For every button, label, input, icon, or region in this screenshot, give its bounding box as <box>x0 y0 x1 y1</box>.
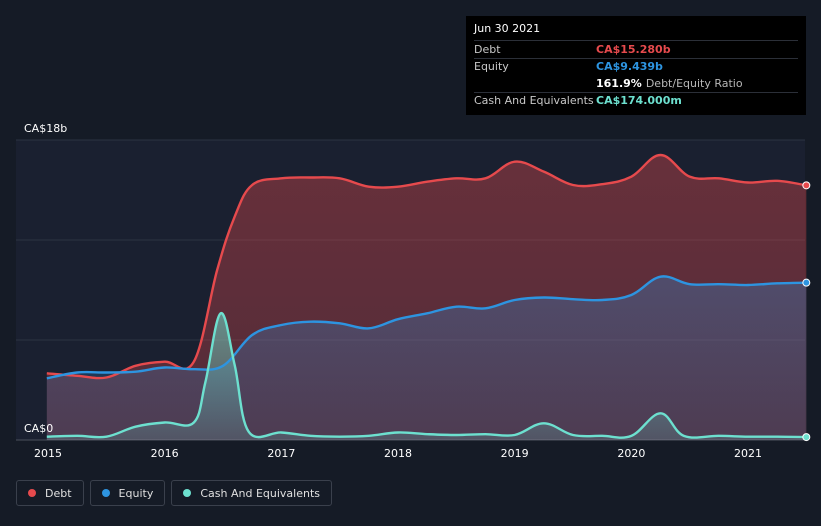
legend-dot-icon <box>28 489 36 497</box>
legend-label: Equity <box>118 486 154 500</box>
y-tick-label-top: CA$18b <box>24 122 67 135</box>
tooltip-row-cash: Cash And Equivalents CA$174.000m <box>474 91 798 110</box>
equity-endpoint <box>802 278 811 287</box>
legend-item-debt[interactable]: Debt <box>16 480 84 506</box>
legend-dot-icon <box>101 489 110 497</box>
cash-and-equivalents-endpoint <box>802 433 811 442</box>
x-tick-label: 2016 <box>151 447 179 460</box>
tooltip-value: CA$174.000m <box>596 94 682 108</box>
series-areas <box>46 155 807 440</box>
legend-label: Cash And Equivalents <box>200 486 320 500</box>
equity-line <box>46 275 807 380</box>
x-tick-label: 2018 <box>384 447 412 460</box>
x-axis-ticks: 2015 2016 2017 2018 2019 2020 2021 <box>34 447 762 460</box>
series-endpoints <box>802 181 811 442</box>
tooltip-date: Jun 30 2021 <box>474 22 541 35</box>
tooltip-row-debt: Debt CA$15.280b <box>474 40 798 58</box>
tooltip-value: CA$9.439b <box>596 60 663 74</box>
x-tick-label: 2015 <box>34 447 62 460</box>
tooltip-ratio-unit: Debt/Equity Ratio <box>645 76 743 90</box>
series-lines <box>46 153 807 439</box>
legend-label: Debt <box>45 486 72 500</box>
tooltip-label: Debt <box>474 42 501 56</box>
tooltip-label: Equity <box>474 60 509 74</box>
y-tick-label-bottom: CA$0 <box>24 422 53 435</box>
debt-endpoint <box>802 181 811 190</box>
tooltip-value: CA$15.280b <box>596 42 671 56</box>
x-tick-label: 2017 <box>267 447 295 460</box>
hover-tooltip: Jun 30 2021 Debt CA$15.280b Equity CA$9.… <box>466 16 806 115</box>
legend: Debt Equity Cash And Equivalents <box>16 480 332 506</box>
tooltip-row-ratio: 161.9% Debt/Equity Ratio <box>474 75 798 92</box>
cash-and-equivalents-line <box>46 312 807 439</box>
tooltip-row-equity: Equity CA$9.439b <box>474 57 798 76</box>
tooltip-value: 161.9% <box>596 76 642 90</box>
x-tick-label: 2019 <box>501 447 529 460</box>
legend-item-cash[interactable]: Cash And Equivalents <box>171 480 332 506</box>
legend-item-equity[interactable]: Equity <box>89 480 166 506</box>
tooltip-label: Cash And Equivalents <box>474 94 594 108</box>
x-tick-label: 2020 <box>617 447 645 460</box>
cash-and-equivalents-area <box>46 313 807 440</box>
legend-dot-icon <box>183 489 192 497</box>
x-tick-label: 2021 <box>734 447 762 460</box>
